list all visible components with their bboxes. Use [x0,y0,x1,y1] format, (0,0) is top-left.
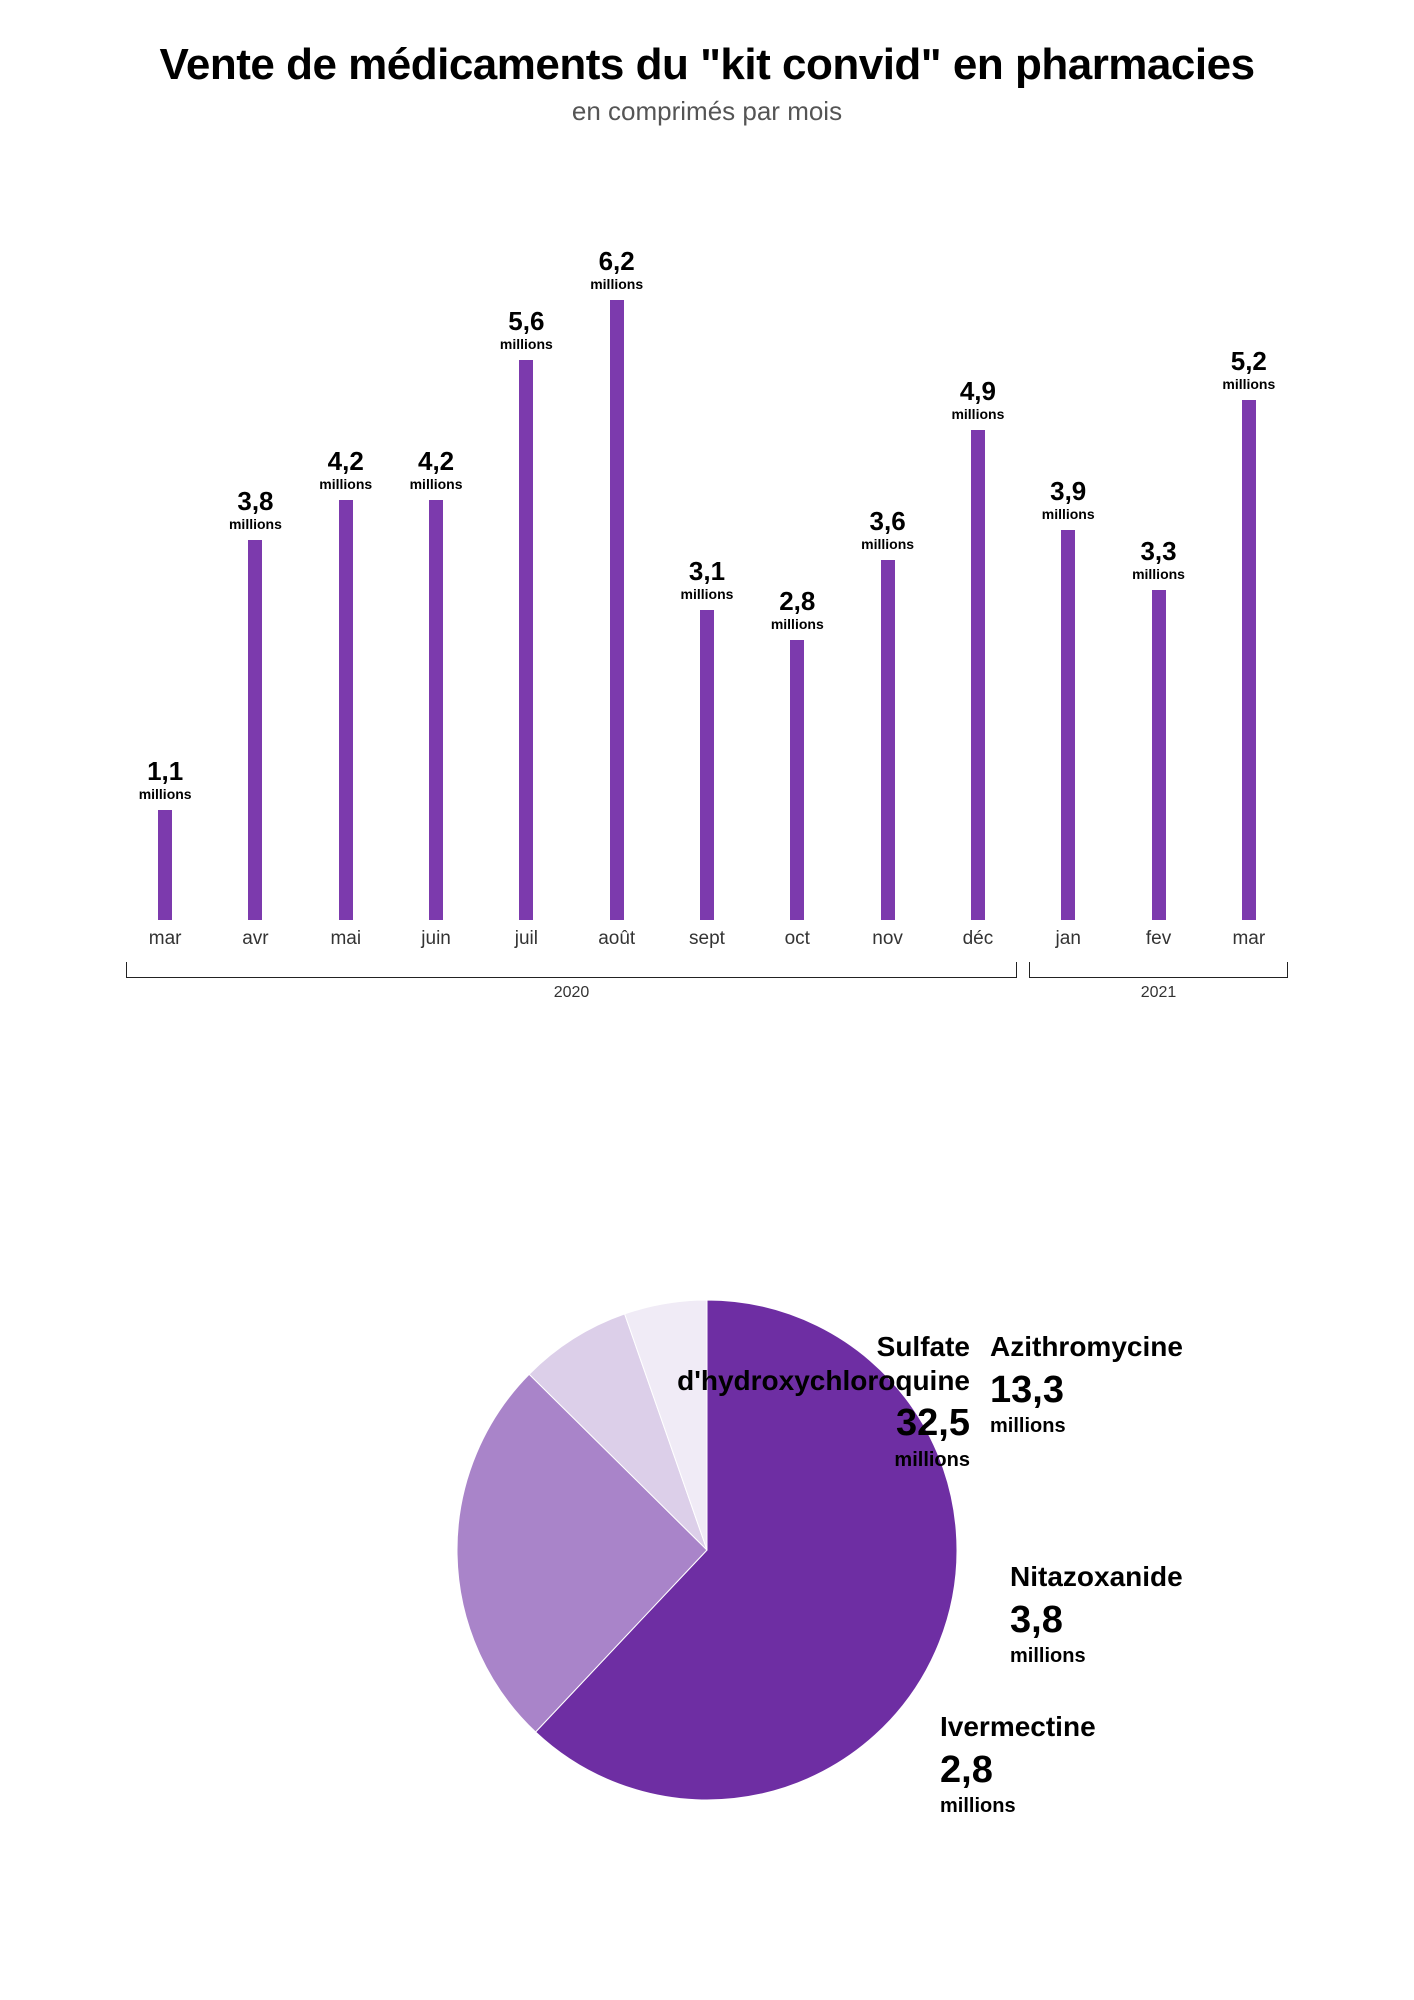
bar-month-label: mar [1204,928,1294,950]
year-label: 2021 [1029,984,1288,1002]
pie-slice-value: 32,5 [677,1403,970,1445]
bar-value-label: 4,2 [418,448,454,474]
page-subtitle: en comprimés par mois [0,96,1414,127]
bar-month-label: mar [120,928,210,950]
bar-slot: 6,2millionsaoût [572,248,662,920]
bar-month-label: mai [301,928,391,950]
pie-slice-name: Nitazoxanide [1010,1560,1183,1594]
bar-value-label: 3,9 [1050,478,1086,504]
bar-unit-label: millions [861,536,914,552]
year-bracket [1029,962,1288,978]
bar-slot: 1,1millionsmar [120,758,210,920]
pie-slice-value: 2,8 [940,1750,1096,1792]
bar [248,540,262,920]
bar-unit-label: millions [1132,566,1185,582]
bar-slot: 4,2millionsmai [301,448,391,920]
pie-slice-value: 3,8 [1010,1600,1183,1642]
pie-slice-label: Nitazoxanide 3,8 millions [1010,1560,1183,1668]
bar-month-label: oct [752,928,842,950]
bar-slot: 2,8millionsoct [752,588,842,920]
pie-slice-value: 13,3 [990,1370,1183,1412]
pie-slice-label: Azithromycine 13,3 millions [990,1330,1183,1438]
bar-unit-label: millions [500,336,553,352]
pie-slice-unit: millions [1010,1645,1183,1668]
year-bracket [126,962,1017,978]
bar [1061,530,1075,920]
bar-value-label: 5,2 [1231,348,1267,374]
page-title: Vente de médicaments du "kit convid" en … [0,40,1414,90]
pie-slice-name: Azithromycine [990,1330,1183,1364]
bar-month-label: jan [1023,928,1113,950]
bar-slot: 4,9millionsdéc [933,378,1023,920]
bar-month-label: nov [842,928,932,950]
bar-month-label: juil [481,928,571,950]
bar-month-label: avr [210,928,300,950]
pie-chart: Sulfated'hydroxychloroquine32,5millionsA… [0,1240,1414,1960]
pie-slice-name: Sulfated'hydroxychloroquine [677,1330,970,1397]
bar-value-label: 2,8 [779,588,815,614]
bar-unit-label: millions [410,476,463,492]
bar-slot: 3,9millionsjan [1023,478,1113,920]
bar-unit-label: millions [139,786,192,802]
bar-slot: 3,3millionsfev [1113,538,1203,920]
bar [700,610,714,920]
bar [1242,400,1256,920]
bar-month-label: sept [662,928,752,950]
bar [519,360,533,920]
bar-slot: 4,2millionsjuin [391,448,481,920]
bar-chart: 1,1 millions mar 3,8 millions avr 4,2 millions m… [120,200,1294,1020]
bar-month-label: déc [933,928,1023,950]
bar [429,500,443,920]
bar-value-label: 3,6 [870,508,906,534]
bar-unit-label: millions [590,276,643,292]
pie-slice-unit: millions [990,1415,1183,1438]
bar-unit-label: millions [771,616,824,632]
bar-month-label: août [572,928,662,950]
bar-unit-label: millions [681,586,734,602]
bar-value-label: 5,6 [508,308,544,334]
year-label: 2020 [126,984,1017,1002]
bar-value-label: 3,8 [237,488,273,514]
bar [971,430,985,920]
bar-month-label: fev [1113,928,1203,950]
pie-slice-unit: millions [677,1449,970,1472]
bar [1152,590,1166,920]
pie-slice-name: Ivermectine [940,1710,1096,1744]
bar-slot: 5,2millionsmar [1204,348,1294,920]
bar-slot: 3,6millionsnov [842,508,932,920]
bar-month-label: juin [391,928,481,950]
bar [610,300,624,920]
bar-value-label: 4,9 [960,378,996,404]
bar [158,810,172,920]
bar-plot-area: 1,1millionsmar3,8millionsavr4,2millionsm… [120,200,1294,920]
pie-slice-unit: millions [940,1795,1096,1818]
bar-unit-label: millions [229,516,282,532]
bar-slot: 5,6millionsjuil [481,308,571,920]
bar [881,560,895,920]
pie-slice-label: Ivermectine 2,8 millions [940,1710,1096,1818]
pie-slice-label: Sulfated'hydroxychloroquine 32,5 millions [677,1330,970,1472]
bar-unit-label: millions [951,406,1004,422]
bar-slot: 3,8millionsavr [210,488,300,920]
bar [339,500,353,920]
bar-value-label: 4,2 [328,448,364,474]
bar-unit-label: millions [1042,506,1095,522]
bar-value-label: 1,1 [147,758,183,784]
bar-value-label: 6,2 [599,248,635,274]
bar-unit-label: millions [1222,376,1275,392]
bar-value-label: 3,3 [1140,538,1176,564]
bar-unit-label: millions [319,476,372,492]
bar-value-label: 3,1 [689,558,725,584]
bar-slot: 3,1millionssept [662,558,752,920]
bar [790,640,804,920]
